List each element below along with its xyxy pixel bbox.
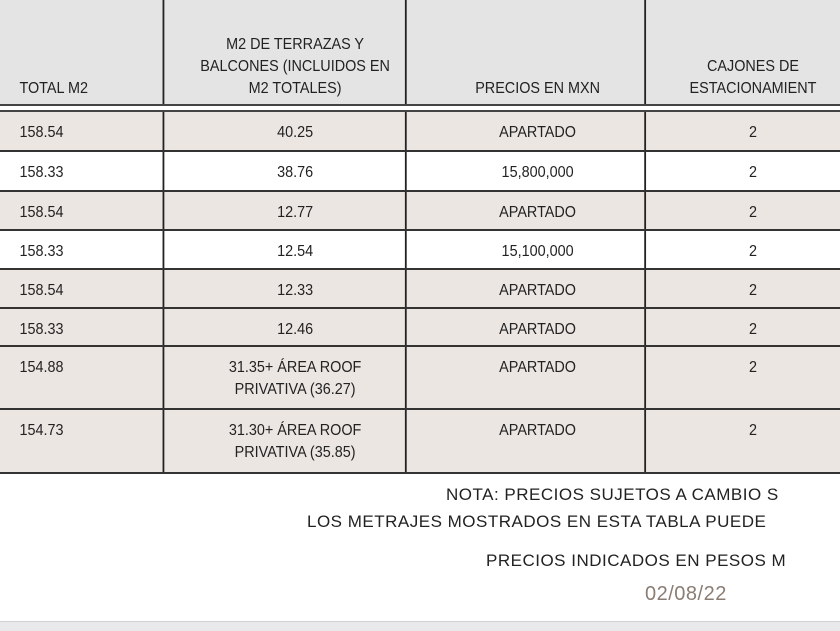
cell-text: 15,100,000 <box>501 243 574 260</box>
cell-text: 158.33 <box>19 321 64 338</box>
header-label: BALCONES (INCLUIDOS EN <box>200 58 390 75</box>
note-line-1: NOTA: PRECIOS SUJETOS A CAMBIO S <box>446 485 779 504</box>
cell-cajones: 2 <box>668 231 839 268</box>
header-divider <box>0 106 840 112</box>
header-label: M2 DE TERRAZAS Y <box>226 36 365 53</box>
table-row: 158.54 12.77 APARTADO 2 <box>0 192 840 231</box>
cell-total-m2: 158.33 <box>9 231 165 268</box>
cell-text: APARTADO <box>499 321 577 338</box>
cell-terrazas: 40.25 <box>185 112 407 150</box>
cell-text: APARTADO <box>499 124 577 141</box>
header-total-m2: TOTAL M2 <box>9 0 165 104</box>
cell-terrazas: 38.76 <box>185 152 407 190</box>
cell-text: APARTADO <box>499 422 577 439</box>
cell-text: 12.54 <box>277 243 314 260</box>
header-cajones: CAJONES DE ESTACIONAMIENT <box>668 0 839 104</box>
cell-text: 154.73 <box>19 422 64 439</box>
cell-precio: APARTADO <box>431 270 647 307</box>
cell-terrazas: 12.54 <box>185 231 407 268</box>
cell-cajones: 2 <box>668 270 839 307</box>
table-header: TOTAL M2 M2 DE TERRAZAS Y BALCONES (INCL… <box>0 0 840 106</box>
cell-precio: APARTADO <box>431 192 647 229</box>
cell-text: 154.88 <box>19 359 64 376</box>
cell-total-m2: 158.33 <box>9 152 165 190</box>
date: 02/08/22 <box>645 583 727 605</box>
cell-text: 158.33 <box>19 243 64 260</box>
cell-cajones: 2 <box>668 112 839 150</box>
cell-text: 158.33 <box>19 164 64 181</box>
cell-precio: 15,100,000 <box>431 231 647 268</box>
cell-text: 2 <box>748 282 758 299</box>
bottom-bar <box>0 621 840 631</box>
cell-precio: APARTADO <box>431 410 647 472</box>
cell-text: PRIVATIVA (35.85) <box>234 444 356 461</box>
header-label: ESTACIONAMIENT <box>689 80 817 97</box>
cell-cajones: 2 <box>668 347 839 408</box>
cell-cajones: 2 <box>668 192 839 229</box>
header-terrazas: M2 DE TERRAZAS Y BALCONES (INCLUIDOS EN … <box>185 0 407 104</box>
table-row: 154.88 31.35+ ÁREA ROOF PRIVATIVA (36.27) A… <box>0 347 840 410</box>
table-row: 158.54 12.33 APARTADO 2 <box>0 270 840 309</box>
cell-text: 31.30+ ÁREA ROOF <box>228 422 362 439</box>
cell-total-m2: 154.88 <box>9 347 165 408</box>
cell-text: 38.76 <box>277 164 314 181</box>
cell-text: APARTADO <box>499 204 577 221</box>
cell-cajones: 2 <box>668 309 839 345</box>
cell-total-m2: 154.73 <box>9 410 165 472</box>
header-label: TOTAL M2 <box>19 80 89 97</box>
cell-precio: 15,800,000 <box>431 152 647 190</box>
table-row: 158.33 38.76 15,800,000 2 <box>0 152 840 192</box>
cell-total-m2: 158.54 <box>9 192 165 229</box>
header-label: PRECIOS EN MXN <box>475 80 601 97</box>
cell-text: 2 <box>748 164 758 181</box>
cell-text: 2 <box>748 321 758 338</box>
cell-text: 158.54 <box>19 124 64 141</box>
cell-terrazas: 12.46 <box>185 309 407 345</box>
cell-text: PRIVATIVA (36.27) <box>234 381 356 398</box>
cell-terrazas: 12.33 <box>185 270 407 307</box>
header-precios: PRECIOS EN MXN <box>431 0 647 104</box>
cell-total-m2: 158.54 <box>9 270 165 307</box>
cell-text: 2 <box>748 204 758 221</box>
cell-terrazas: 31.35+ ÁREA ROOF PRIVATIVA (36.27) <box>185 347 407 408</box>
cell-total-m2: 158.33 <box>9 309 165 345</box>
header-label: M2 TOTALES) <box>248 80 342 97</box>
cell-text: 31.35+ ÁREA ROOF <box>228 359 362 376</box>
cell-text: 12.33 <box>277 282 314 299</box>
cell-text: 12.77 <box>277 204 314 221</box>
cell-text: 2 <box>748 422 758 439</box>
cell-cajones: 2 <box>668 410 839 472</box>
cell-text: 15,800,000 <box>501 164 574 181</box>
cell-text: APARTADO <box>499 359 577 376</box>
cell-text: 158.54 <box>19 204 64 221</box>
cell-text: 2 <box>748 243 758 260</box>
cell-text: 12.46 <box>277 321 314 338</box>
cell-precio: APARTADO <box>431 309 647 345</box>
cell-text: 158.54 <box>19 282 64 299</box>
cell-total-m2: 158.54 <box>9 112 165 150</box>
cell-text: 2 <box>748 124 758 141</box>
table-row: 158.54 40.25 APARTADO 2 <box>0 112 840 152</box>
table-row: 154.73 31.30+ ÁREA ROOF PRIVATIVA (35.85) A… <box>0 410 840 474</box>
cell-cajones: 2 <box>668 152 839 190</box>
header-label: CAJONES DE <box>706 58 800 75</box>
table-row: 158.33 12.46 APARTADO 2 <box>0 309 840 347</box>
cell-text: 2 <box>748 359 758 376</box>
note-line-3: PRECIOS INDICADOS EN PESOS M <box>486 551 787 570</box>
cell-precio: APARTADO <box>431 112 647 150</box>
cell-text: 40.25 <box>277 124 314 141</box>
cell-precio: APARTADO <box>431 347 647 408</box>
cell-text: APARTADO <box>499 282 577 299</box>
note-line-2: LOS METRAJES MOSTRADOS EN ESTA TABLA PUE… <box>307 512 767 531</box>
table-row: 158.33 12.54 15,100,000 2 <box>0 231 840 270</box>
cell-terrazas: 31.30+ ÁREA ROOF PRIVATIVA (35.85) <box>185 410 407 472</box>
cell-terrazas: 12.77 <box>185 192 407 229</box>
